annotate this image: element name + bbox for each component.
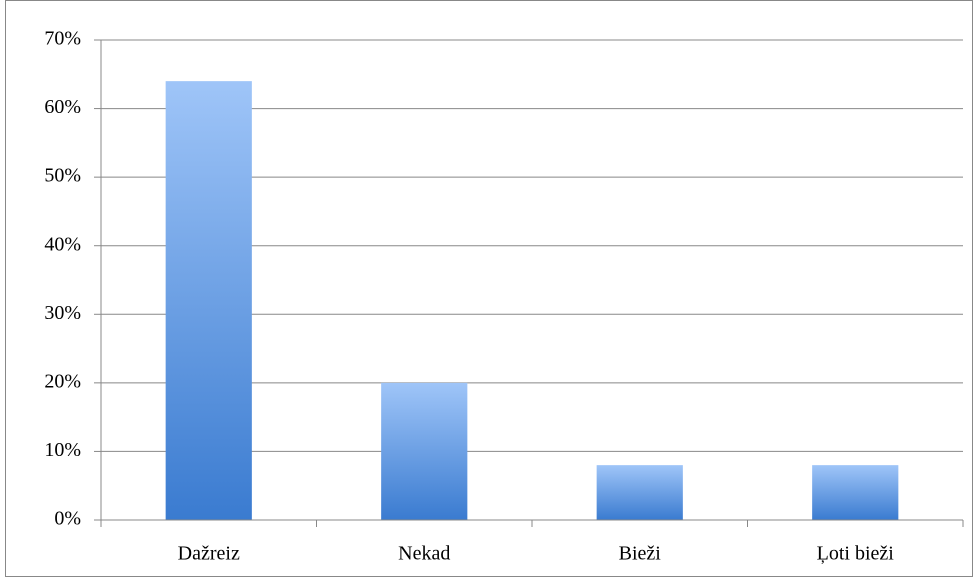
y-tick-label: 10%: [44, 439, 81, 461]
x-tick-label: Ļoti bieži: [817, 543, 895, 565]
bar: [596, 465, 683, 520]
y-tick-label: 20%: [44, 370, 81, 392]
y-tick-label: 0%: [54, 508, 81, 530]
x-tick-label: Nekad: [398, 543, 450, 565]
bar: [812, 465, 899, 520]
x-tick-label: Dažreiz: [178, 543, 240, 565]
y-tick-label: 70%: [44, 28, 81, 50]
y-tick-label: 30%: [44, 302, 81, 324]
y-tick-label: 40%: [44, 233, 81, 255]
y-tick-label: 50%: [44, 165, 81, 187]
bar: [165, 81, 252, 521]
x-tick-label: Bieži: [619, 543, 662, 565]
bar: [381, 382, 468, 520]
y-tick-label: 60%: [44, 96, 81, 118]
